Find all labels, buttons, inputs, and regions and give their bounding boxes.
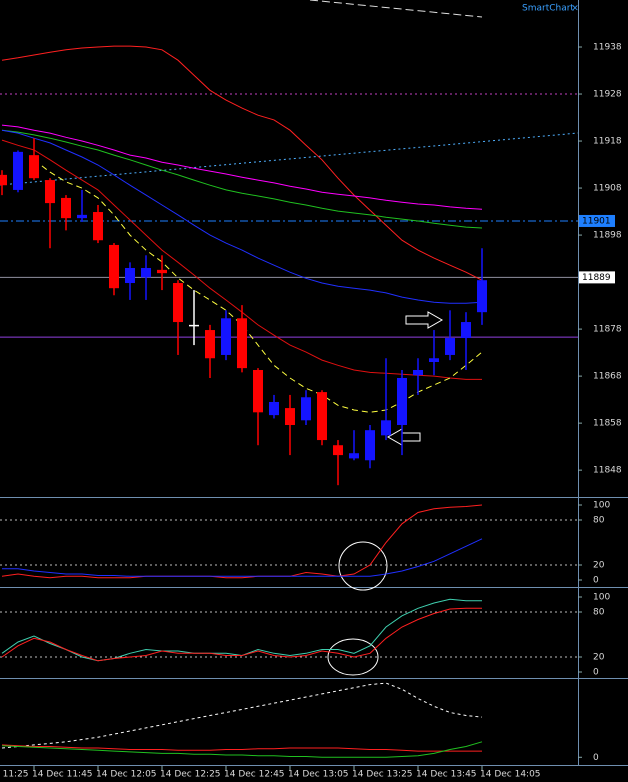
y-tick-label: 100 — [593, 501, 610, 511]
candle-body — [61, 197, 71, 219]
candle-body — [397, 377, 407, 426]
candle-body — [461, 322, 471, 339]
y-tick-label: 0 — [593, 576, 599, 586]
cross-circle — [338, 541, 388, 591]
candle-body — [269, 401, 279, 416]
oscillator-line — [2, 538, 483, 577]
candle-body — [285, 408, 295, 426]
price-tag-label: 11889 — [582, 273, 611, 283]
price-tag-label: 11901 — [582, 216, 611, 226]
app-title: SmartChart — [522, 4, 574, 14]
y-tick-label: 11938 — [593, 43, 622, 53]
oscillator-line — [1, 607, 482, 662]
y-tick-label: 100 — [593, 593, 610, 603]
x-tick-label: 14 Dec 11:25 — [0, 770, 29, 780]
candle-body — [45, 180, 55, 204]
x-tick-label: 14 Dec 12:05 — [96, 770, 157, 780]
candle-body — [157, 269, 167, 274]
candle-body — [0, 174, 7, 186]
candle-body — [381, 420, 391, 436]
candle-body — [349, 453, 359, 459]
y-tick-label: 20 — [593, 653, 605, 663]
indicator-line — [1, 124, 483, 210]
y-tick-label: 11858 — [593, 419, 622, 429]
y-tick-label: 11928 — [593, 90, 622, 100]
candle-body — [125, 267, 135, 284]
indicator-line — [1, 45, 483, 281]
y-tick-label: 11848 — [593, 466, 622, 476]
candle-body — [141, 267, 151, 278]
cross-circle — [327, 638, 379, 676]
y-tick-label: 0 — [593, 668, 599, 678]
candle-body — [77, 214, 87, 219]
x-tick-label: 14 Dec 13:05 — [288, 770, 349, 780]
candle-body — [429, 358, 439, 363]
candle-body — [109, 244, 119, 289]
indicator-line — [1, 129, 483, 229]
panel: 100 80 20 0 — [0, 593, 610, 678]
signal-arrow — [405, 311, 444, 329]
panel-frame — [0, 0, 628, 766]
candle-body — [365, 430, 375, 461]
x-tick-label: 14 Dec 12:25 — [160, 770, 221, 780]
oscillator-line — [1, 744, 482, 752]
candle-body — [317, 392, 327, 441]
candle-body — [173, 283, 183, 323]
candle-body — [13, 151, 23, 190]
indicator-line — [1, 129, 483, 304]
x-tick-label: 14 Dec 14:05 — [480, 770, 541, 780]
y-tick-label: 20 — [593, 561, 605, 571]
candle-body — [301, 397, 311, 421]
y-tick-label: 80 — [593, 608, 605, 618]
candle-body — [93, 212, 103, 241]
price-tag — [579, 214, 615, 227]
panel: 100 80 20 0 — [0, 501, 610, 586]
candle-body — [189, 324, 199, 327]
candle-body — [413, 370, 423, 376]
trend-line — [309, 0, 483, 18]
y-tick-label: 11918 — [593, 137, 622, 147]
candle-body — [333, 445, 343, 456]
x-tick-label: 14 Dec 13:45 — [416, 770, 477, 780]
oscillator-line — [1, 504, 483, 579]
panel: 0 — [1, 682, 599, 763]
candle-body — [477, 280, 487, 313]
x-tick-label: 14 Dec 13:25 — [352, 770, 413, 780]
candle-body — [445, 338, 455, 355]
y-tick-label: 0 — [593, 753, 599, 763]
candle-body — [253, 370, 263, 413]
candle-body — [29, 155, 39, 179]
y-tick-label: 11878 — [593, 325, 622, 335]
x-tick-label: 14 Dec 11:45 — [32, 770, 93, 780]
x-tick-label: 14 Dec 12:45 — [224, 770, 285, 780]
indicator-line — [33, 159, 483, 413]
oscillator-line — [1, 682, 483, 749]
y-tick-label: 80 — [593, 516, 605, 526]
panel: 11938 11928 11918 11908 11898 11878 11868 11858… — [0, 43, 622, 780]
y-tick-label: 11868 — [593, 372, 622, 382]
trend-line — [0, 132, 579, 186]
candle-body — [205, 330, 215, 359]
decorations — [0, 0, 579, 676]
oscillator-line — [1, 741, 483, 758]
y-tick-label: 11908 — [593, 184, 622, 194]
candle-body — [221, 318, 231, 355]
candle-body — [237, 318, 247, 369]
price-tag — [579, 271, 615, 284]
close-button[interactable]: × — [571, 4, 579, 14]
y-tick-label: 11898 — [593, 231, 622, 241]
